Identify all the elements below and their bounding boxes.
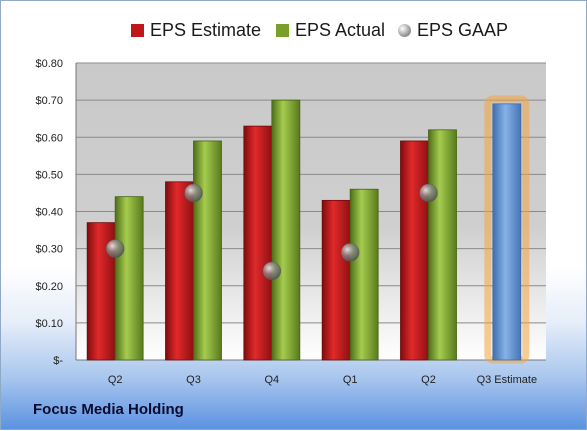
y-tick-label: $0.20 <box>35 281 63 293</box>
company-name: Focus Media Holding <box>33 401 184 418</box>
bar-q3-estimate <box>492 103 522 361</box>
x-tick-label: Q2 <box>421 374 436 386</box>
bar-eps-estimate <box>165 181 194 361</box>
bar-eps-actual <box>114 196 144 361</box>
legend-swatch-estimate <box>131 23 144 37</box>
y-tick-label: $0.30 <box>35 244 63 256</box>
bar-eps-actual <box>271 99 301 361</box>
legend: EPS Estimate EPS Actual EPS GAAP <box>1 17 587 43</box>
bar-eps-actual <box>428 129 457 361</box>
x-tick-label: Q1 <box>343 374 358 386</box>
x-tick-label: Q2 <box>108 374 123 386</box>
point-eps-gaap <box>184 183 203 203</box>
bar-eps-estimate <box>243 125 273 361</box>
point-eps-gaap <box>340 243 360 262</box>
y-tick-label: $0.50 <box>35 169 63 181</box>
y-tick-label: $- <box>53 355 63 367</box>
legend-item-eps-estimate: EPS Estimate <box>131 17 261 43</box>
point-eps-gaap <box>419 183 438 203</box>
bar-eps-actual <box>349 188 379 361</box>
x-tick-label: Q3 Estimate <box>477 374 538 386</box>
legend-swatch-actual <box>276 23 289 37</box>
x-tick-label: Q4 <box>264 374 279 386</box>
point-eps-gaap <box>262 261 282 281</box>
legend-label-gaap: EPS GAAP <box>417 19 509 40</box>
y-tick-label: $0.70 <box>35 95 63 107</box>
legend-swatch-gaap <box>398 23 411 37</box>
legend-label-actual: EPS Actual <box>295 19 386 40</box>
legend-label-estimate: EPS Estimate <box>150 19 262 40</box>
bar-eps-actual <box>193 140 222 361</box>
legend-item-eps-gaap: EPS GAAP <box>398 17 508 43</box>
bar-eps-estimate <box>321 199 351 361</box>
legend-item-eps-actual: EPS Actual <box>276 17 385 43</box>
point-eps-gaap <box>105 239 125 258</box>
y-tick-label: $0.10 <box>35 318 63 330</box>
y-tick-label: $0.40 <box>35 207 63 219</box>
bar-eps-estimate <box>400 140 429 361</box>
x-tick-label: Q3 <box>186 374 201 386</box>
y-tick-label: $0.60 <box>35 132 63 144</box>
y-tick-label: $0.80 <box>35 58 63 70</box>
